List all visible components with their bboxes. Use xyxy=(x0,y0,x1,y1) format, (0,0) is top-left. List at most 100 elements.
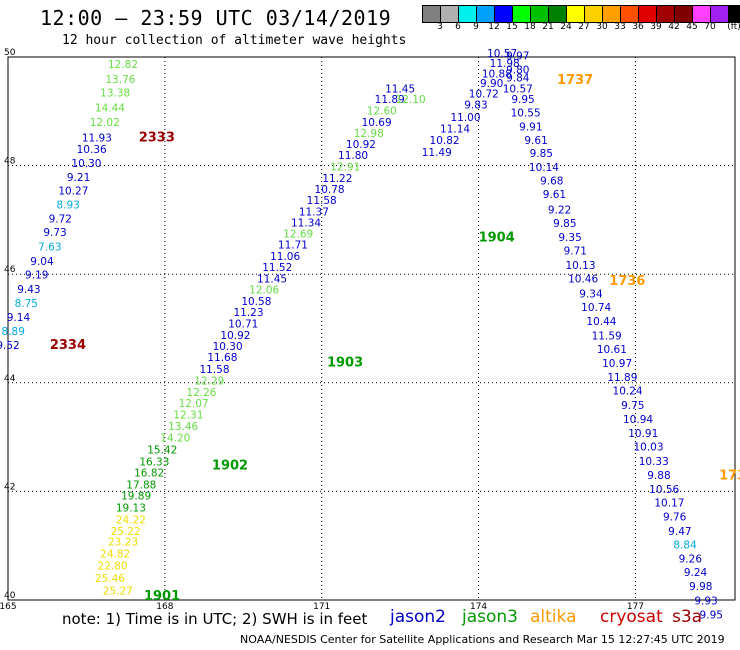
wave-height-value: 9.43 xyxy=(17,284,40,296)
colorbar-swatch xyxy=(675,6,693,22)
wave-height-value: 11.58 xyxy=(307,195,337,207)
wave-height-value: 10.69 xyxy=(362,117,392,129)
wave-height-value: 8.93 xyxy=(56,199,79,211)
wave-height-value: 9.04 xyxy=(30,256,54,268)
wave-height-value: 11.93 xyxy=(82,133,112,145)
wave-height-value: 12.10 xyxy=(396,94,426,106)
wave-height-value: 12.02 xyxy=(90,117,120,129)
wave-height-value: 10.58 xyxy=(241,296,271,308)
wave-height-value: 9.84 xyxy=(506,72,530,84)
colorbar-label: 42 xyxy=(668,22,680,32)
wave-height-value: 10.94 xyxy=(623,414,653,426)
y-tick-label: 46 xyxy=(4,265,16,275)
y-tick-label: 50 xyxy=(4,48,16,58)
wave-height-value: 13.38 xyxy=(100,88,130,100)
wave-height-value: 9.93 xyxy=(694,595,717,607)
wave-height-value: 10.72 xyxy=(469,89,499,101)
wave-height-value: 11.37 xyxy=(299,207,329,219)
wave-height-value: 9.35 xyxy=(558,232,581,244)
wave-height-value: 13.46 xyxy=(168,421,198,433)
wave-height-value: 11.59 xyxy=(592,330,622,342)
colorbar-swatch xyxy=(621,6,639,22)
colorbar-label: 12 xyxy=(488,22,500,32)
wave-height-value: 11.89 xyxy=(375,94,405,106)
wave-height-value: 10.13 xyxy=(565,260,595,272)
wave-height-value: 10.92 xyxy=(220,330,250,342)
wave-height-value: 9.24 xyxy=(684,567,708,579)
wave-height-value: 10.33 xyxy=(639,456,669,468)
wave-height-value: 9.88 xyxy=(647,470,670,482)
pass-labels: 2333 2334 1901 1902 1903 1904 1737 1736 1735 xyxy=(50,73,740,604)
wave-height-value: 12.91 xyxy=(330,161,360,173)
wave-height-value: 9.80 xyxy=(506,64,529,76)
colorbar-label: 24 xyxy=(560,22,572,32)
colorbar-label: 39 xyxy=(650,22,662,32)
wave-height-value: 22.80 xyxy=(98,561,128,573)
wave-height-value: 9.83 xyxy=(464,100,487,112)
x-tick-label: 168 xyxy=(156,602,173,612)
wave-height-value: 11.06 xyxy=(270,251,300,263)
wave-height-value: 11.00 xyxy=(450,112,480,124)
colorbar-label: 70 xyxy=(704,22,716,32)
wave-height-value: 9.95 xyxy=(700,609,723,621)
wave-height-value: 10.88 xyxy=(482,69,512,81)
colorbar-label: 27 xyxy=(578,22,590,32)
wave-height-value: 9.85 xyxy=(530,148,553,160)
colorbar-swatch xyxy=(477,6,495,22)
wave-height-value: 19.89 xyxy=(121,491,151,503)
colorbar-label: 15 xyxy=(506,22,518,32)
wave-height-value: 8.84 xyxy=(673,539,697,551)
pass-time-label: 1903 xyxy=(327,356,363,371)
wave-height-value: 14.44 xyxy=(95,102,125,114)
wave-height-value: 10.91 xyxy=(628,428,658,440)
wave-height-value: 10.57 xyxy=(503,83,533,95)
footer-credit: NOAA/NESDIS Center for Satellite Applica… xyxy=(240,633,725,646)
colorbar-label: 9 xyxy=(473,22,479,32)
wave-height-value: 12.31 xyxy=(173,410,203,422)
wave-height-value: 12.29 xyxy=(194,375,224,387)
wave-height-value: 10.97 xyxy=(602,358,632,370)
wave-height-value: 19.13 xyxy=(116,502,146,514)
y-tick-label: 48 xyxy=(4,157,16,167)
wave-height-value: 23.23 xyxy=(108,537,138,549)
colorbar-swatch xyxy=(513,6,531,22)
colorbar-swatch xyxy=(603,6,621,22)
wave-height-value: 9.90 xyxy=(480,78,503,90)
wave-height-value: 10.17 xyxy=(654,498,684,510)
wave-height-value: 9.52 xyxy=(0,340,20,352)
pass-time-label: 1736 xyxy=(609,274,645,289)
colorbar-swatch xyxy=(423,6,441,22)
wave-height-value: 10.24 xyxy=(613,386,643,398)
wave-height-value: 11.34 xyxy=(291,217,321,229)
wave-height-value: 10.57 xyxy=(487,48,517,60)
wave-height-value: 10.74 xyxy=(581,302,611,314)
colorbar-swatch xyxy=(585,6,603,22)
pass-time-label: 2333 xyxy=(139,131,175,146)
wave-height-value: 16.82 xyxy=(134,468,164,480)
wave-height-value: 10.14 xyxy=(529,162,559,174)
wave-height-value: 9.71 xyxy=(564,246,587,258)
wave-height-value: 15.42 xyxy=(147,444,177,456)
legend-altika: altika xyxy=(530,607,577,627)
wave-height-value: 11.80 xyxy=(338,150,368,162)
colorbar-swatch xyxy=(657,6,675,22)
wave-height-value: 11.14 xyxy=(440,123,470,135)
wave-height-value: 9.14 xyxy=(7,312,31,324)
wave-height-value: 11.71 xyxy=(278,240,308,252)
wave-height-value: 11.98 xyxy=(490,58,520,70)
wave-height-value: 10.82 xyxy=(430,135,460,147)
colorbar-swatch xyxy=(441,6,459,22)
y-tick-label: 42 xyxy=(4,482,15,492)
colorbar-label: 30 xyxy=(596,22,608,32)
wave-height-value: 9.85 xyxy=(553,218,576,230)
wave-height-value: 11.52 xyxy=(262,262,292,274)
wave-height-value: 17.88 xyxy=(126,480,156,492)
wave-height-value: 10.03 xyxy=(633,442,663,454)
x-tick-label: 165 xyxy=(0,602,17,612)
wave-height-value: 25.46 xyxy=(95,573,125,585)
wave-height-value: 11.89 xyxy=(607,372,637,384)
wave-height-value: 25.27 xyxy=(103,586,133,598)
pass-time-label: 1735 xyxy=(719,468,740,483)
pass-time-label: 2334 xyxy=(50,338,86,353)
